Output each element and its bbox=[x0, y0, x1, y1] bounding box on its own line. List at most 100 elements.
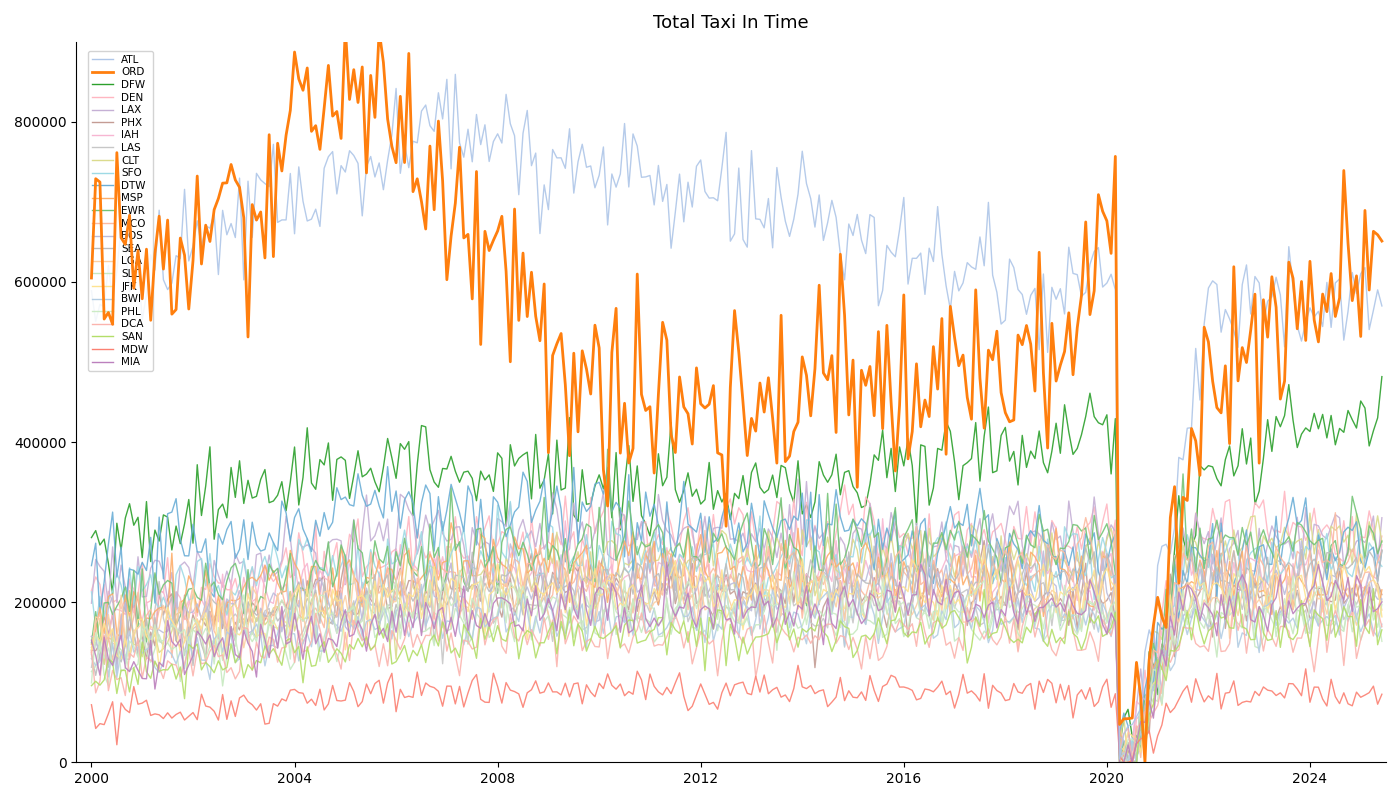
SFO bbox=[503, 497, 519, 506]
SEA bbox=[988, 537, 1005, 546]
ORD bbox=[693, 399, 710, 409]
DCA bbox=[1229, 626, 1246, 635]
MCO bbox=[1373, 546, 1390, 556]
Line: LAX: LAX bbox=[91, 479, 1382, 762]
IAH bbox=[497, 582, 514, 591]
BWI bbox=[1242, 573, 1259, 582]
MSP bbox=[980, 570, 997, 579]
LGA bbox=[1022, 610, 1039, 620]
LAX bbox=[687, 554, 704, 563]
LAS bbox=[1229, 587, 1246, 597]
LAX bbox=[497, 522, 514, 531]
DEN bbox=[1229, 543, 1246, 553]
ATL bbox=[83, 286, 99, 295]
EWR bbox=[599, 445, 616, 454]
SAN bbox=[497, 637, 514, 646]
SFO bbox=[980, 540, 997, 550]
Line: PHL: PHL bbox=[91, 570, 1382, 762]
DFW bbox=[976, 431, 993, 441]
ATL bbox=[693, 155, 710, 165]
CLT bbox=[1120, 758, 1137, 767]
CLT bbox=[1302, 508, 1319, 518]
PHL bbox=[83, 678, 99, 688]
PHX bbox=[976, 536, 993, 546]
EWR bbox=[1373, 536, 1390, 546]
DEN bbox=[836, 480, 853, 490]
CLT bbox=[1373, 538, 1390, 547]
ATL bbox=[540, 205, 557, 214]
SEA bbox=[687, 556, 704, 566]
LGA bbox=[1112, 758, 1128, 767]
MIA bbox=[536, 609, 553, 618]
DCA bbox=[687, 642, 704, 652]
LGA bbox=[536, 588, 553, 598]
BOS bbox=[536, 590, 553, 599]
DCA bbox=[83, 646, 99, 656]
SAN bbox=[83, 681, 99, 690]
MCO bbox=[1018, 566, 1035, 575]
Line: SLC: SLC bbox=[91, 580, 1382, 762]
BOS bbox=[1120, 758, 1137, 767]
MDW bbox=[536, 687, 553, 697]
Title: Total Taxi In Time: Total Taxi In Time bbox=[654, 14, 809, 32]
JFK bbox=[83, 644, 99, 654]
MCO bbox=[1327, 508, 1344, 518]
ATL bbox=[447, 70, 463, 79]
MDW bbox=[1229, 701, 1246, 710]
MSP bbox=[442, 518, 459, 528]
SLC bbox=[693, 630, 710, 639]
MIA bbox=[1112, 758, 1128, 767]
CLT bbox=[497, 552, 514, 562]
Line: MDW: MDW bbox=[91, 666, 1382, 762]
DFW bbox=[497, 521, 514, 530]
DTW bbox=[1124, 758, 1141, 767]
DTW bbox=[503, 520, 519, 530]
PHL bbox=[693, 587, 710, 597]
ATL bbox=[1373, 301, 1390, 310]
MSP bbox=[1124, 758, 1141, 767]
IAH bbox=[1022, 567, 1039, 577]
ORD bbox=[1137, 758, 1154, 767]
MSP bbox=[693, 530, 710, 539]
DEN bbox=[1022, 540, 1039, 550]
Line: MIA: MIA bbox=[91, 562, 1382, 762]
PHX bbox=[1373, 590, 1390, 599]
SEA bbox=[1373, 545, 1390, 554]
MIA bbox=[1373, 598, 1390, 607]
DEN bbox=[497, 530, 514, 539]
Line: DCA: DCA bbox=[91, 596, 1382, 762]
Line: CLT: CLT bbox=[91, 513, 1382, 762]
PHX bbox=[83, 646, 99, 655]
LAX bbox=[1373, 513, 1390, 522]
LGA bbox=[693, 582, 710, 592]
DCA bbox=[1018, 607, 1035, 617]
DFW bbox=[536, 475, 553, 485]
ATL bbox=[1022, 290, 1039, 300]
BOS bbox=[1225, 598, 1242, 607]
SLC bbox=[536, 617, 553, 626]
SLC bbox=[980, 630, 997, 640]
SAN bbox=[536, 638, 553, 647]
MIA bbox=[497, 595, 514, 605]
LAX bbox=[536, 544, 553, 554]
SFO bbox=[1373, 562, 1390, 571]
LGA bbox=[1373, 606, 1390, 615]
DEN bbox=[687, 549, 704, 558]
PHL bbox=[451, 566, 468, 575]
CLT bbox=[687, 564, 704, 574]
ORD bbox=[503, 357, 519, 366]
ATL bbox=[1229, 342, 1246, 352]
JFK bbox=[1373, 612, 1390, 622]
Line: DFW: DFW bbox=[91, 377, 1382, 760]
Line: PHX: PHX bbox=[91, 541, 1382, 762]
EWR bbox=[497, 525, 514, 534]
PHX bbox=[687, 598, 704, 608]
CLT bbox=[976, 567, 993, 577]
LAX bbox=[790, 474, 806, 484]
MDW bbox=[980, 703, 997, 713]
PHL bbox=[1112, 758, 1128, 767]
DFW bbox=[1128, 755, 1145, 765]
MSP bbox=[1229, 566, 1246, 575]
Line: MCO: MCO bbox=[91, 513, 1382, 762]
DCA bbox=[536, 613, 553, 622]
